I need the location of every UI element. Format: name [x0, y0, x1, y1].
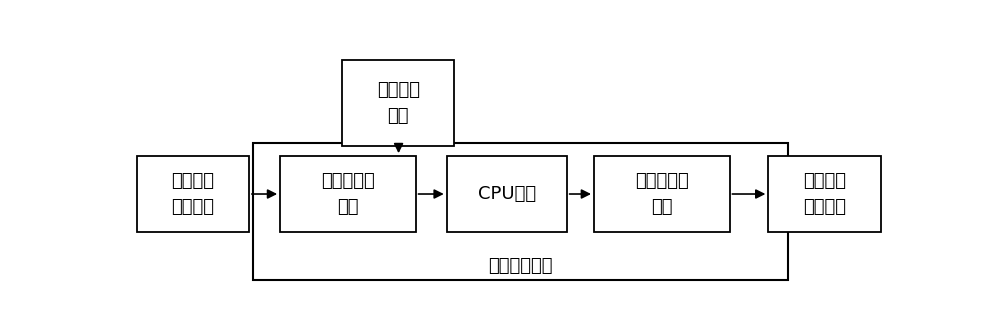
Text: CPU模块: CPU模块: [478, 185, 536, 203]
Bar: [447, 156, 567, 232]
Bar: [768, 156, 881, 232]
Bar: [137, 156, 249, 232]
Bar: [594, 156, 730, 232]
Text: 模拟量输入
模块: 模拟量输入 模块: [321, 172, 375, 216]
Bar: [342, 60, 454, 146]
Text: 模拟量输出
模块: 模拟量输出 模块: [635, 172, 689, 216]
Text: 压力采集
单元: 压力采集 单元: [377, 81, 420, 125]
Text: 信号处理单元: 信号处理单元: [488, 257, 552, 275]
Bar: [280, 156, 416, 232]
Text: 氢气浓度
显示单元: 氢气浓度 显示单元: [803, 172, 846, 216]
Bar: [253, 143, 788, 280]
Text: 氢气浓度
采集单元: 氢气浓度 采集单元: [171, 172, 214, 216]
